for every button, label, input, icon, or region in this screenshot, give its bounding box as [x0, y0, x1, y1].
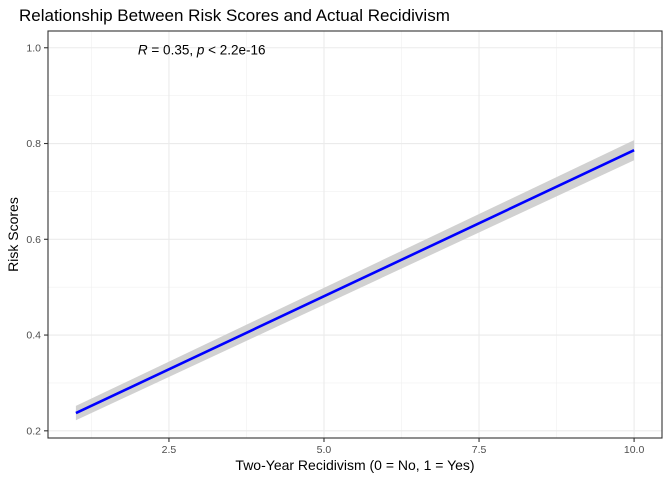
- y-axis-title: Risk Scores: [5, 197, 21, 272]
- y-tick-label: 1.0: [26, 42, 41, 54]
- x-axis-title: Two-Year Recidivism (0 = No, 1 = Yes): [235, 457, 474, 473]
- x-tick-label: 10.0: [624, 444, 645, 456]
- y-tick-label: 0.8: [26, 138, 41, 150]
- chart-title: Relationship Between Risk Scores and Act…: [19, 6, 450, 25]
- plot-border: [47, 30, 663, 439]
- x-tick-label: 7.5: [472, 444, 487, 456]
- plot-panel: [48, 31, 662, 438]
- y-tick-label: 0.2: [26, 425, 41, 437]
- y-tick-label: 0.6: [26, 234, 41, 246]
- x-tick-label: 5.0: [317, 444, 332, 456]
- y-tick-label: 0.4: [26, 330, 41, 342]
- plot-area: 2.5 5.0 7.5 10.0 0.2 0.4 0.6 0.8 1.0 R = 0.35, p …: [26, 30, 663, 456]
- x-tick-label: 2.5: [162, 444, 177, 456]
- correlation-annotation: R = 0.35, p < 2.2e-16: [138, 43, 266, 58]
- regression-line: [75, 149, 635, 415]
